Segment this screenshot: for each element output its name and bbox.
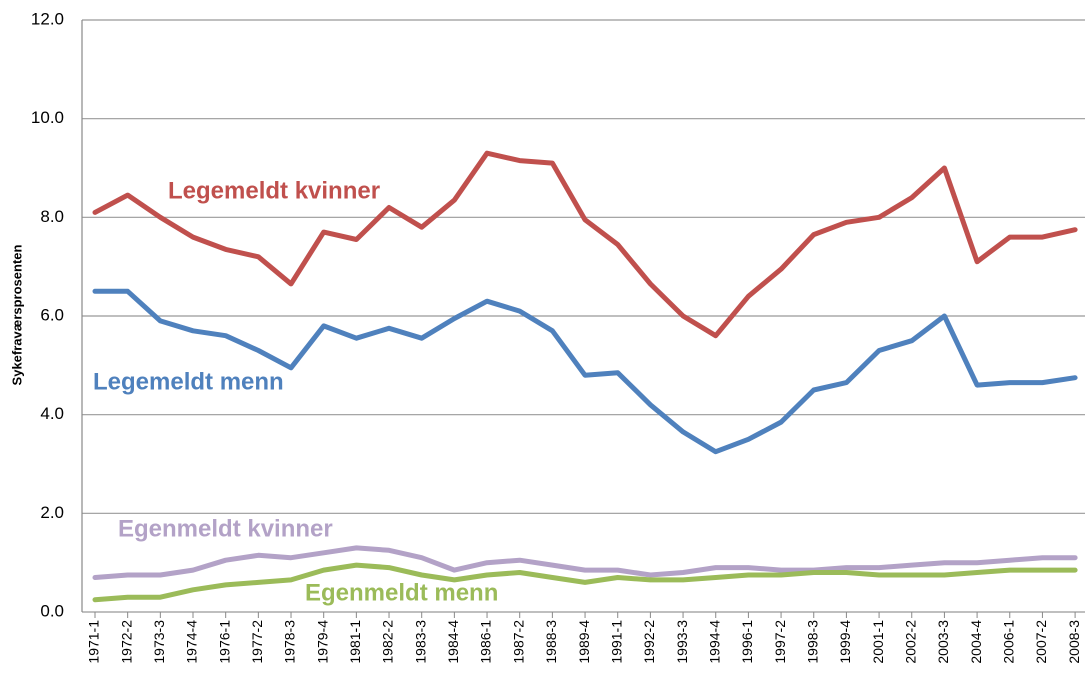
y-tick-label: 0.0 — [40, 601, 64, 620]
x-tick-label: 1994-4 — [706, 620, 722, 664]
y-axis-label: Sykefraværsprosenten — [9, 244, 24, 385]
x-tick-label: 1987-2 — [510, 620, 526, 664]
y-tick-label: 2.0 — [40, 503, 64, 522]
x-tick-label: 2006-1 — [1000, 620, 1016, 664]
series-label: Egenmeldt menn — [305, 579, 498, 606]
x-tick-label: 1976-1 — [216, 620, 232, 664]
series-line — [92, 150, 1078, 339]
series-line — [92, 562, 1078, 603]
y-tick-label: 8.0 — [40, 207, 64, 226]
series-label: Legemeldt kvinner — [168, 177, 380, 204]
x-tick-label: 2008-3 — [1066, 620, 1082, 664]
series-line — [92, 288, 1078, 455]
y-tick-label: 12.0 — [31, 9, 64, 28]
x-tick-label: 1999-4 — [837, 620, 853, 664]
x-tick-label: 2007-2 — [1033, 620, 1049, 664]
x-tick-label: 2004-4 — [968, 620, 984, 664]
y-tick-label: 4.0 — [40, 404, 64, 423]
x-tick-label: 1972-2 — [118, 620, 134, 664]
x-tick-label: 1973-3 — [151, 620, 167, 664]
x-tick-label: 2001-1 — [870, 620, 886, 664]
x-tick-label: 1997-2 — [772, 620, 788, 664]
x-tick-label: 1978-3 — [282, 620, 298, 664]
x-tick-label: 1979-4 — [314, 620, 330, 664]
series-label: Legemeldt menn — [93, 368, 284, 395]
x-tick-label: 1986-1 — [478, 620, 494, 664]
x-tick-label: 1989-4 — [576, 620, 592, 664]
x-tick-label: 1981-1 — [347, 620, 363, 664]
x-tick-label: 1993-3 — [674, 620, 690, 664]
x-tick-label: 1974-4 — [184, 620, 200, 664]
x-tick-label: 1988-3 — [543, 620, 559, 664]
x-tick-label: 1977-2 — [249, 620, 265, 664]
series-label: Egenmeldt kvinner — [118, 515, 333, 542]
x-tick-label: 1984-4 — [445, 620, 461, 664]
x-tick-label: 2002-2 — [902, 620, 918, 664]
x-tick-label: 1998-3 — [804, 620, 820, 664]
x-tick-label: 1991-1 — [608, 620, 624, 664]
x-tick-label: 1996-1 — [739, 620, 755, 664]
series-line — [92, 545, 1078, 580]
x-tick-label: 1982-2 — [380, 620, 396, 664]
x-tick-label: 2003-3 — [935, 620, 951, 664]
y-tick-label: 6.0 — [40, 305, 64, 324]
x-tick-label: 1971-1 — [86, 620, 102, 664]
x-tick-label: 1983-3 — [412, 620, 428, 664]
x-tick-label: 1992-2 — [641, 620, 657, 664]
y-tick-label: 10.0 — [31, 108, 64, 127]
